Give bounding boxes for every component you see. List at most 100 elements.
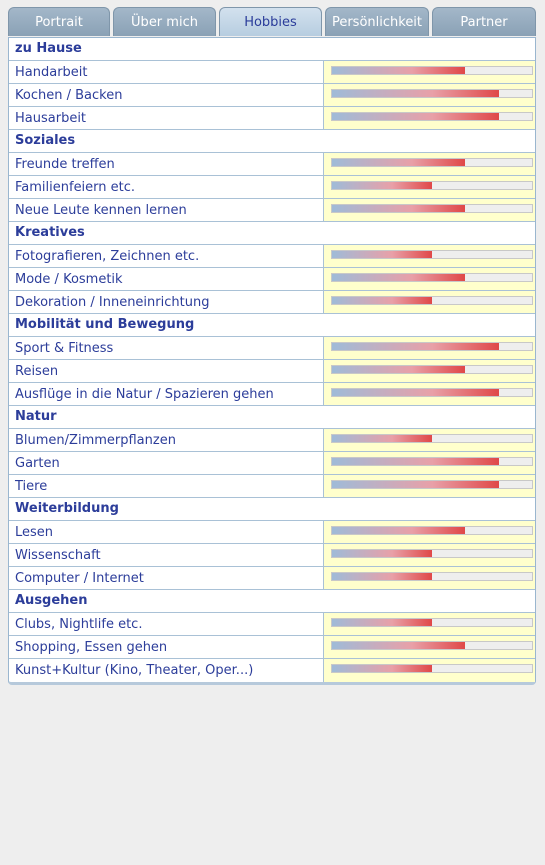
section-row: Kreatives — [9, 222, 535, 245]
rating-bar — [332, 205, 466, 212]
section-title: Mobilität und Bewegung — [15, 317, 195, 332]
item-label: Tiere — [9, 475, 324, 497]
rating-bar — [332, 458, 499, 465]
item-row: Familienfeiern etc. — [9, 176, 535, 199]
hobby-table: zu Hause Handarbeit Kochen / Backen Hausarb… — [8, 37, 536, 685]
section-row: zu Hause — [9, 38, 535, 61]
item-row: Clubs, Nightlife etc. — [9, 613, 535, 636]
item-row: Shopping, Essen gehen — [9, 636, 535, 659]
rating-bar — [332, 573, 432, 580]
rating-track — [331, 158, 533, 167]
rating-bar — [332, 435, 432, 442]
item-label: Handarbeit — [9, 61, 324, 83]
rating-cell — [324, 107, 535, 129]
item-row: Kochen / Backen — [9, 84, 535, 107]
section-row: Ausgehen — [9, 590, 535, 613]
section-title: Natur — [15, 409, 57, 424]
rating-cell — [324, 268, 535, 290]
item-label: Clubs, Nightlife etc. — [9, 613, 324, 635]
rating-bar — [332, 159, 466, 166]
item-label: Freunde treffen — [9, 153, 324, 175]
item-row: Dekoration / Inneneinrichtung — [9, 291, 535, 314]
rating-track — [331, 204, 533, 213]
rating-track — [331, 112, 533, 121]
rating-bar — [332, 113, 499, 120]
item-label: Reisen — [9, 360, 324, 382]
rating-track — [331, 572, 533, 581]
item-label: Kochen / Backen — [9, 84, 324, 106]
item-label: Familienfeiern etc. — [9, 176, 324, 198]
item-row: Ausflüge in die Natur / Spazieren gehen — [9, 383, 535, 406]
rating-track — [331, 66, 533, 75]
section-row: Natur — [9, 406, 535, 429]
rating-bar — [332, 665, 432, 672]
section-title: Ausgehen — [15, 593, 88, 608]
rating-track — [331, 342, 533, 351]
rating-cell — [324, 613, 535, 635]
item-row: Fotografieren, Zeichnen etc. — [9, 245, 535, 268]
rating-cell — [324, 337, 535, 359]
rating-cell — [324, 452, 535, 474]
rating-cell — [324, 659, 535, 682]
rating-track — [331, 181, 533, 190]
rating-bar — [332, 251, 432, 258]
rating-cell — [324, 360, 535, 382]
rating-cell — [324, 245, 535, 267]
item-row: Garten — [9, 452, 535, 475]
rating-bar — [332, 67, 466, 74]
item-label: Dekoration / Inneneinrichtung — [9, 291, 324, 313]
rating-cell — [324, 544, 535, 566]
rating-cell — [324, 199, 535, 221]
rating-bar — [332, 550, 432, 557]
rating-track — [331, 365, 533, 374]
item-row: Blumen/Zimmerpflanzen — [9, 429, 535, 452]
rating-bar — [332, 642, 466, 649]
tab[interactable]: Über mich — [113, 7, 216, 36]
section-row: Mobilität und Bewegung — [9, 314, 535, 337]
tab[interactable]: Hobbies — [219, 7, 322, 36]
item-row: Lesen — [9, 521, 535, 544]
rating-bar — [332, 343, 499, 350]
rating-cell — [324, 521, 535, 543]
section-title: Soziales — [15, 133, 76, 148]
item-row: Computer / Internet — [9, 567, 535, 590]
tab[interactable]: Persönlichkeit — [325, 7, 429, 36]
rating-track — [331, 526, 533, 535]
item-label: Shopping, Essen gehen — [9, 636, 324, 658]
item-label: Mode / Kosmetik — [9, 268, 324, 290]
section-title: Kreatives — [15, 225, 85, 240]
rating-bar — [332, 274, 466, 281]
rating-cell — [324, 383, 535, 405]
rating-cell — [324, 475, 535, 497]
item-row: Sport & Fitness — [9, 337, 535, 360]
item-row: Wissenschaft — [9, 544, 535, 567]
rating-track — [331, 549, 533, 558]
item-row: Handarbeit — [9, 61, 535, 84]
tab[interactable]: Partner — [432, 7, 536, 36]
tab[interactable]: Portrait — [8, 7, 110, 36]
rating-track — [331, 89, 533, 98]
rating-track — [331, 250, 533, 259]
rating-track — [331, 457, 533, 466]
rating-bar — [332, 389, 499, 396]
section-row: Soziales — [9, 130, 535, 153]
rating-bar — [332, 366, 466, 373]
rating-bar — [332, 182, 432, 189]
item-row: Hausarbeit — [9, 107, 535, 130]
rating-track — [331, 664, 533, 673]
item-row: Mode / Kosmetik — [9, 268, 535, 291]
rating-bar — [332, 297, 432, 304]
item-row: Freunde treffen — [9, 153, 535, 176]
item-label: Sport & Fitness — [9, 337, 324, 359]
rating-bar — [332, 619, 432, 626]
section-title: zu Hause — [15, 41, 82, 56]
rating-bar — [332, 481, 499, 488]
item-row: Kunst+Kultur (Kino, Theater, Oper...) — [9, 659, 535, 682]
item-label: Fotografieren, Zeichnen etc. — [9, 245, 324, 267]
rating-cell — [324, 636, 535, 658]
section-row: Weiterbildung — [9, 498, 535, 521]
rating-track — [331, 641, 533, 650]
rating-track — [331, 273, 533, 282]
item-label: Ausflüge in die Natur / Spazieren gehen — [9, 383, 324, 405]
